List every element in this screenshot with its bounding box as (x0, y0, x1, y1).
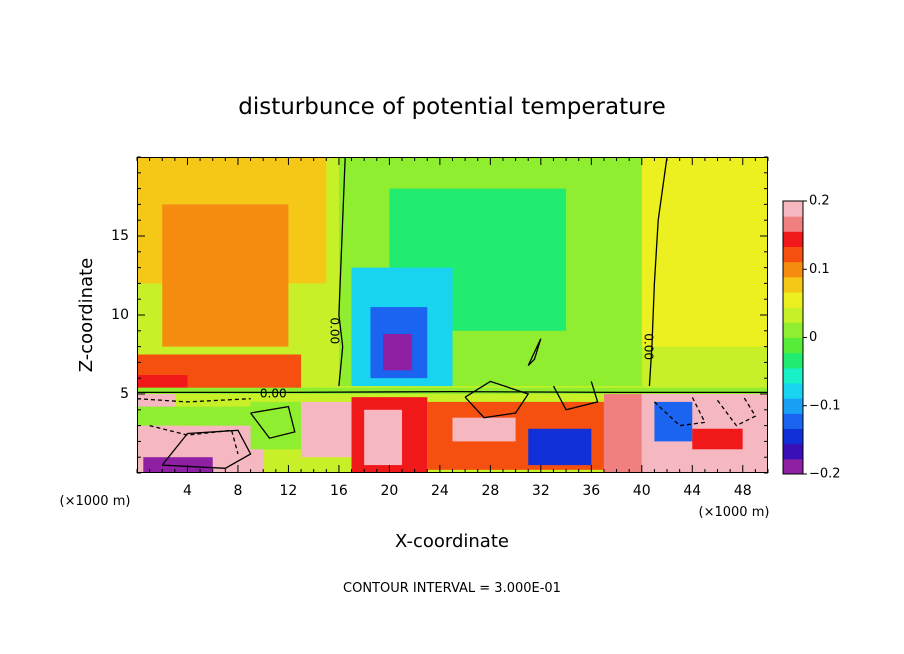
colorbar-tick-label: 0.1 (809, 262, 830, 277)
field-region-22 (452, 417, 516, 442)
colorbar-swatch-10 (783, 307, 803, 323)
x-tick-label: 16 (330, 483, 348, 499)
field-region-24 (603, 394, 642, 473)
x-unit-right: (×1000 m) (699, 505, 770, 520)
field-region-6 (137, 375, 188, 388)
colorbar-tick-label: 0.2 (809, 194, 830, 209)
field-region-18 (301, 401, 352, 458)
contour-line-8 (653, 396, 706, 427)
x-tick-label: 44 (683, 483, 701, 499)
contour-line-3 (527, 338, 542, 367)
colorbar-swatch-11 (783, 292, 803, 308)
colorbar-swatch-7 (783, 352, 803, 369)
colorbar-swatch-16 (783, 216, 803, 232)
colorbar-swatch-2 (783, 428, 803, 445)
colorbar: 0.2 0.1 0 −0.1 −0.2 (782, 194, 841, 482)
field-region-28 (742, 394, 768, 473)
x-tick-label: 20 (380, 483, 398, 499)
field-region-2 (641, 157, 768, 347)
x-tick-label: 48 (734, 483, 752, 499)
colorbar-swatch-6 (783, 367, 803, 384)
contour-interval-label: CONTOUR INTERVAL = 3.000E-01 (343, 581, 561, 596)
x-tick-label: 28 (481, 483, 499, 499)
contour-line-11 (552, 381, 599, 411)
x-tick-label: 4 (183, 483, 192, 499)
y-axis: 5 10 15 (111, 156, 768, 474)
chart-title: disturbunce of potential temperature (238, 94, 666, 120)
field-region-15 (137, 406, 264, 426)
colorbar-swatch-12 (783, 276, 803, 293)
colorbar-swatch-14 (783, 246, 803, 263)
x-unit-left: (×1000 m) (60, 494, 131, 509)
plot-area (137, 157, 768, 473)
x-tick-label: 8 (233, 483, 242, 499)
contour-lines: 0.00 0.00 0.00 (137, 157, 768, 473)
contour-line-9 (716, 395, 757, 427)
colorbar-swatch-5 (783, 383, 803, 399)
contour-line-2 (137, 390, 768, 394)
contour-line-10 (464, 380, 530, 419)
x-tick-label: 40 (633, 483, 651, 499)
x-tick-label: 32 (532, 483, 550, 499)
colorbar-swatch-13 (783, 261, 803, 278)
colorbar-tick-label: −0.1 (809, 398, 841, 413)
y-axis-label: Z-coordinate (76, 258, 97, 373)
x-tick-label: 36 (582, 483, 600, 499)
colorbar-swatch-4 (783, 398, 803, 414)
colorbar-swatch-1 (783, 443, 803, 460)
colorbar-swatch-0 (783, 458, 803, 475)
contour-label-1: 0.00 (327, 317, 341, 344)
colorbar-swatch-17 (783, 201, 803, 217)
contour-label-0: 0.00 (260, 387, 287, 401)
contour-line-0 (338, 157, 346, 387)
field-region-11 (383, 333, 413, 371)
x-tick-label: 12 (280, 483, 298, 499)
x-axis-label: X-coordinate (395, 531, 509, 552)
x-tick-label: 24 (431, 483, 449, 499)
colorbar-swatch-3 (783, 413, 803, 429)
y-tick-label: 5 (120, 386, 129, 402)
colorbar-swatch-9 (783, 322, 803, 338)
field-region-27 (692, 428, 743, 450)
field-region-12 (137, 387, 768, 394)
contour-line-1 (648, 157, 668, 387)
field-region-20 (364, 409, 403, 466)
contour-line-4 (250, 405, 296, 439)
colorbar-tick-label: −0.2 (809, 467, 841, 482)
contour-line-6 (137, 398, 251, 403)
colorbar-swatch-8 (783, 337, 803, 354)
y-tick-label: 10 (111, 307, 129, 323)
contour-label-2: 0.00 (642, 333, 656, 360)
field-region-16 (143, 457, 213, 473)
colorbar-tick-label: 0 (809, 330, 817, 345)
colorbar-swatch-15 (783, 231, 803, 247)
contour-line-5 (161, 429, 252, 469)
y-tick-label: 15 (111, 228, 129, 244)
field-region-23 (528, 428, 592, 466)
field-region-4 (174, 220, 251, 300)
x-axis: 4 8 12 16 20 24 28 32 36 40 44 48 (136, 157, 769, 499)
